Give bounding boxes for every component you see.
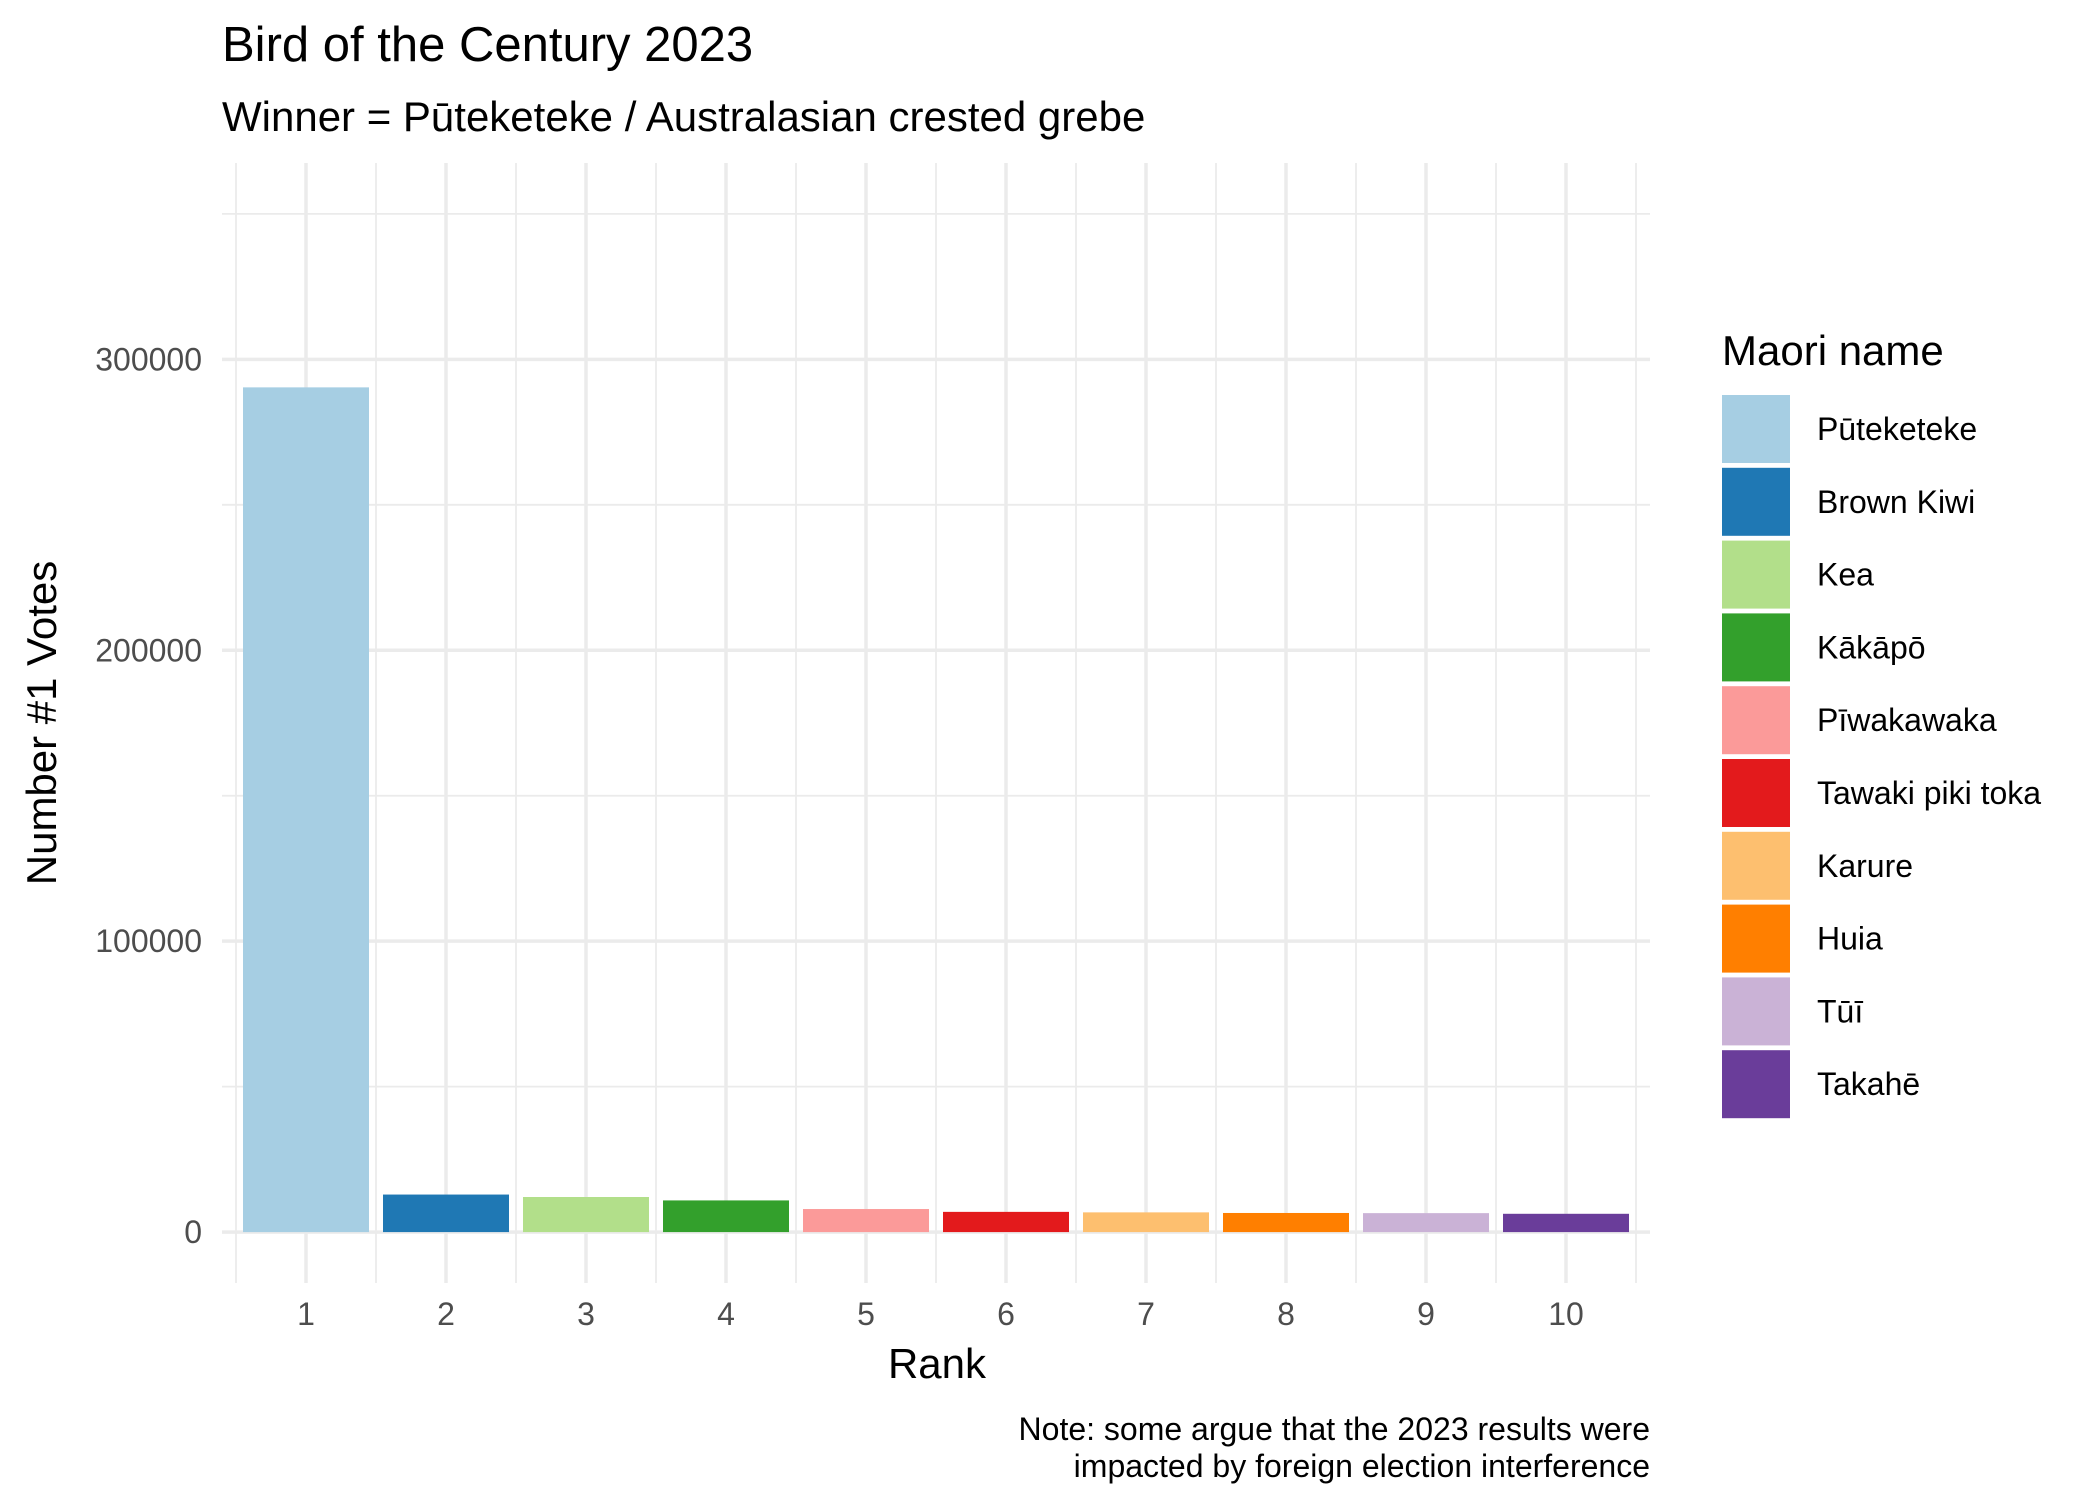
legend-label: Kea — [1817, 557, 1874, 593]
y-tick-label: 0 — [184, 1214, 202, 1250]
legend-key-1 — [1722, 395, 1790, 463]
bar-rank-2 — [383, 1194, 509, 1233]
legend-label: Kākāpō — [1817, 629, 1926, 665]
legend-key-10 — [1722, 1050, 1790, 1119]
bars — [243, 387, 1629, 1233]
y-tick-label: 300000 — [95, 341, 202, 377]
legend-label: Pīwakawaka — [1817, 702, 1997, 738]
legend-key-7 — [1722, 831, 1790, 900]
x-axis-ticks: 1 2 3 4 5 6 7 8 9 10 — [297, 1296, 1584, 1332]
legend-label: Tūī — [1817, 993, 1863, 1029]
x-tick-label: 1 — [297, 1296, 315, 1332]
x-tick-label: 8 — [1277, 1296, 1295, 1332]
legend-key-4 — [1722, 613, 1790, 682]
legend-key-3 — [1722, 540, 1790, 609]
legend-label: Brown Kiwi — [1817, 484, 1975, 520]
bar-rank-3 — [523, 1197, 649, 1233]
y-axis-title: Number #1 Votes — [18, 561, 65, 886]
legend-key-8 — [1722, 904, 1790, 973]
x-tick-label: 2 — [437, 1296, 455, 1332]
chart-title: Bird of the Century 2023 — [222, 18, 753, 72]
legend-label: Pūteketeke — [1817, 411, 1977, 447]
bar-rank-5 — [803, 1209, 929, 1233]
caption-line-2: impacted by foreign election interferenc… — [1074, 1448, 1650, 1484]
legend-key-5 — [1722, 686, 1790, 755]
x-tick-label: 4 — [717, 1296, 735, 1332]
legend-label: Tawaki piki toka — [1817, 775, 2041, 811]
bar-rank-9 — [1363, 1213, 1489, 1233]
x-tick-label: 7 — [1137, 1296, 1155, 1332]
legend: Pūteketeke Brown Kiwi Kea Kākāpō Pīwakawaka T… — [1722, 395, 2041, 1119]
chart-subtitle: Winner = Pūteketeke / Australasian crest… — [222, 93, 1145, 140]
grid-lines — [222, 163, 1650, 1283]
caption-line-1: Note: some argue that the 2023 results w… — [1019, 1411, 1650, 1447]
x-axis-title: Rank — [888, 1340, 987, 1387]
x-tick-label: 3 — [577, 1296, 595, 1332]
bar-rank-4 — [663, 1200, 789, 1233]
legend-key-2 — [1722, 467, 1790, 536]
bar-rank-1 — [243, 387, 369, 1233]
x-tick-label: 5 — [857, 1296, 875, 1332]
y-tick-label: 200000 — [95, 632, 202, 668]
legend-title: Maori name — [1722, 327, 1944, 374]
bar-rank-8 — [1223, 1212, 1349, 1233]
legend-key-9 — [1722, 977, 1790, 1046]
y-axis-ticks: 0 100000 200000 300000 — [95, 341, 202, 1250]
bar-rank-6 — [943, 1211, 1069, 1233]
legend-key-6 — [1722, 759, 1790, 827]
legend-label: Karure — [1817, 848, 1913, 884]
x-tick-label: 10 — [1548, 1296, 1584, 1332]
legend-label: Takahē — [1817, 1066, 1920, 1102]
legend-label: Huia — [1817, 921, 1883, 957]
bar-rank-7 — [1083, 1212, 1209, 1233]
x-tick-label: 9 — [1417, 1296, 1435, 1332]
y-tick-label: 100000 — [95, 923, 202, 959]
bar-rank-10 — [1503, 1213, 1629, 1233]
x-tick-label: 6 — [997, 1296, 1015, 1332]
